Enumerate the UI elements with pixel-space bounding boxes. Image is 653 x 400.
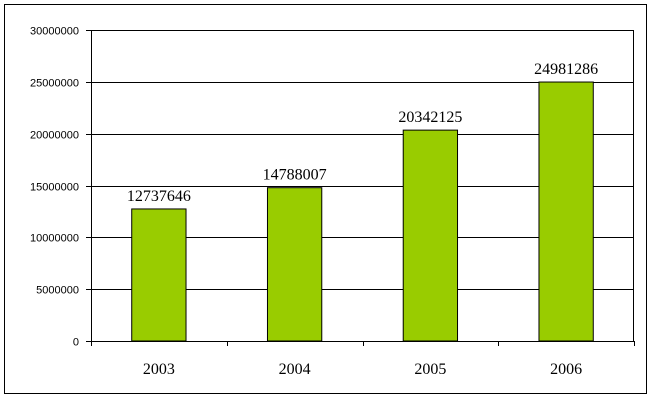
x-tick-label: 2003 (143, 361, 175, 378)
bar-2004 (266, 187, 323, 342)
data-labels: 12737646 14788007 20342125 24981286 (127, 61, 598, 205)
x-tick-label: 2005 (414, 361, 446, 378)
data-label: 14788007 (263, 167, 327, 184)
y-tick-label: 20000000 (30, 130, 79, 142)
axes (86, 30, 635, 346)
data-label: 12737646 (127, 188, 191, 205)
y-tick-labels: 0 5000000 10000000 15000000 20000000 25000000… (30, 26, 79, 349)
bar-2003 (131, 208, 187, 342)
y-tick-label: 25000000 (30, 78, 79, 90)
bar-2006 (538, 81, 594, 342)
y-tick-label: 10000000 (30, 233, 79, 245)
data-label: 24981286 (534, 61, 598, 78)
y-tick-label: 5000000 (36, 285, 79, 297)
y-tick-label: 0 (73, 337, 79, 349)
x-tick-labels: 2003 2004 2005 2006 (143, 361, 582, 378)
y-tick-label: 15000000 (30, 182, 79, 194)
x-tick-label: 2006 (550, 361, 582, 378)
data-label: 20342125 (398, 109, 462, 126)
bars (131, 81, 594, 342)
y-tick-label: 30000000 (30, 26, 79, 38)
bar-2005 (402, 129, 459, 342)
x-tick-label: 2004 (279, 361, 311, 378)
